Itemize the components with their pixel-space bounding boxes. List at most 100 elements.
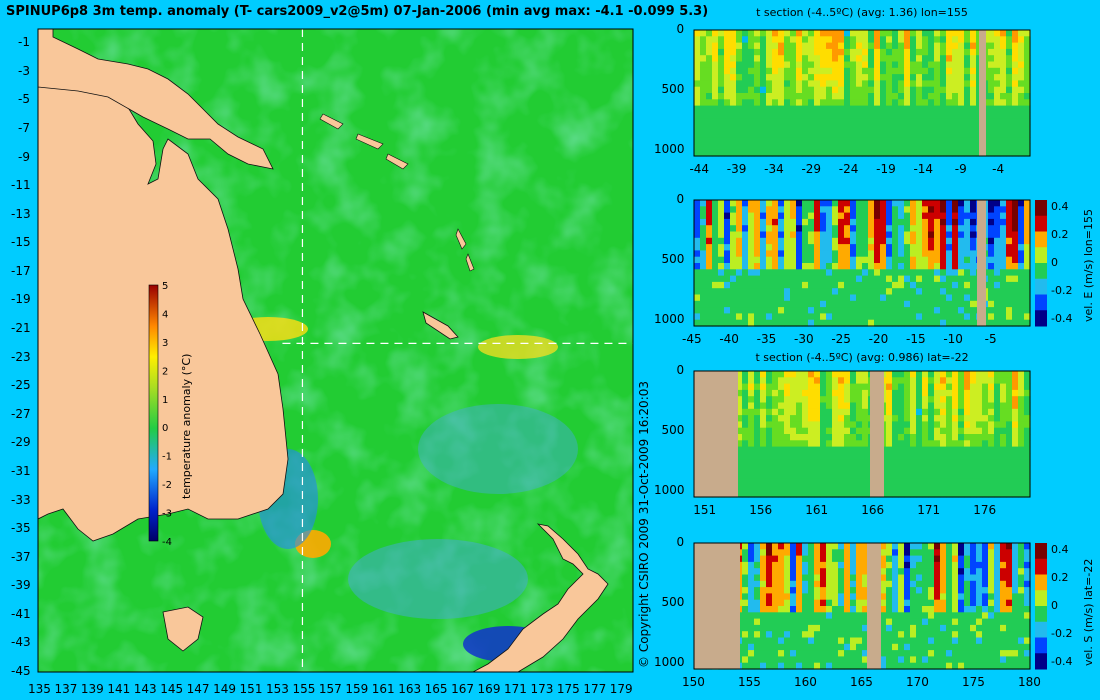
section-cell bbox=[826, 319, 833, 327]
section-cell bbox=[718, 67, 725, 75]
section-cell bbox=[802, 237, 809, 245]
section-cell bbox=[940, 67, 947, 75]
section-cell bbox=[934, 593, 941, 601]
section-cell bbox=[826, 124, 833, 132]
section-cell bbox=[742, 300, 749, 308]
section-cell bbox=[928, 200, 935, 207]
section-cell bbox=[784, 263, 791, 270]
section-cell bbox=[736, 143, 743, 151]
section-cell bbox=[772, 446, 779, 454]
section-cell bbox=[904, 408, 911, 416]
section-cell bbox=[988, 149, 995, 157]
section-cell bbox=[838, 281, 845, 289]
section-cell bbox=[946, 130, 953, 138]
section-cell bbox=[982, 490, 989, 498]
section-cell bbox=[880, 86, 887, 94]
section-cell bbox=[862, 650, 869, 657]
section-cell bbox=[862, 459, 869, 467]
section-cell bbox=[838, 561, 845, 569]
section-cell bbox=[892, 256, 899, 264]
section-cell bbox=[880, 111, 887, 119]
section-cell bbox=[898, 256, 905, 264]
section-cell bbox=[778, 275, 785, 283]
section-cell bbox=[988, 281, 995, 289]
vel-s-section-plot[interactable] bbox=[693, 542, 1031, 670]
section-cell bbox=[832, 624, 839, 632]
section-cell bbox=[838, 396, 845, 404]
section-cell bbox=[718, 118, 725, 126]
section-cell bbox=[1024, 478, 1031, 485]
section-cell bbox=[952, 549, 959, 557]
section-cell bbox=[904, 465, 911, 473]
section-cell bbox=[754, 446, 761, 454]
section-cell bbox=[718, 124, 725, 132]
section-cell bbox=[820, 631, 827, 639]
section-cell bbox=[1000, 408, 1007, 416]
section-cell bbox=[832, 471, 839, 479]
section-cell bbox=[754, 574, 761, 582]
section-cell bbox=[772, 74, 779, 81]
section-cell bbox=[796, 137, 803, 144]
section-cell bbox=[862, 555, 869, 563]
section-cell bbox=[736, 408, 743, 416]
section-cell bbox=[760, 383, 767, 391]
section-cell bbox=[922, 118, 929, 126]
section-cell bbox=[940, 434, 947, 441]
section-cell bbox=[922, 93, 929, 100]
section-cell bbox=[766, 650, 773, 657]
t-section-lat-plot[interactable] bbox=[693, 370, 1031, 498]
section-cell bbox=[886, 111, 893, 119]
section-cell bbox=[850, 319, 857, 327]
section-cell bbox=[748, 624, 755, 632]
map-x-tick: 153 bbox=[266, 682, 289, 696]
section-cell bbox=[754, 555, 761, 563]
section-cell bbox=[862, 36, 869, 44]
section-cell bbox=[940, 637, 947, 645]
section-cell bbox=[946, 206, 953, 214]
section-cell bbox=[952, 421, 959, 429]
section-cell bbox=[832, 618, 839, 626]
section-cell bbox=[844, 446, 851, 454]
section-cell bbox=[844, 263, 851, 270]
section-cell bbox=[826, 612, 833, 620]
section-cell bbox=[862, 643, 869, 651]
section-cell bbox=[712, 124, 719, 132]
section-cell bbox=[748, 568, 755, 576]
section-cell bbox=[1000, 288, 1007, 296]
section-cell bbox=[1006, 637, 1013, 645]
section-cell bbox=[766, 587, 773, 594]
section-cell bbox=[898, 543, 905, 550]
section-cell bbox=[904, 48, 911, 56]
section-cell bbox=[862, 599, 869, 607]
vel-e-section-plot[interactable] bbox=[693, 199, 1031, 327]
section-cell bbox=[844, 124, 851, 132]
section-cell bbox=[820, 599, 827, 607]
section-cell bbox=[862, 244, 869, 251]
section-cell bbox=[916, 421, 923, 429]
section-cell bbox=[706, 55, 713, 63]
section-cell bbox=[910, 281, 917, 289]
section-cell bbox=[766, 30, 773, 37]
section-cell bbox=[958, 396, 965, 404]
t-section-lon-plot[interactable] bbox=[693, 29, 1031, 157]
map-y-tick: -37 bbox=[11, 549, 31, 564]
section-cell bbox=[964, 568, 971, 576]
new-caledonia-landmass bbox=[422, 311, 459, 340]
section-cell bbox=[766, 149, 773, 157]
section-cell bbox=[934, 555, 941, 563]
section-cell bbox=[742, 263, 749, 270]
section-cell bbox=[766, 256, 773, 264]
section-cell bbox=[928, 281, 935, 289]
section-cell bbox=[994, 36, 1001, 44]
section-cell bbox=[922, 465, 929, 473]
section-cell bbox=[832, 206, 839, 214]
section-cell bbox=[772, 294, 779, 302]
section-cell bbox=[742, 471, 749, 479]
map-y-tick: -41 bbox=[11, 606, 31, 621]
section-cell bbox=[910, 618, 917, 626]
section-cell bbox=[832, 111, 839, 119]
section-cell bbox=[946, 80, 953, 88]
section-cell bbox=[856, 250, 863, 258]
section-cell bbox=[892, 543, 899, 550]
